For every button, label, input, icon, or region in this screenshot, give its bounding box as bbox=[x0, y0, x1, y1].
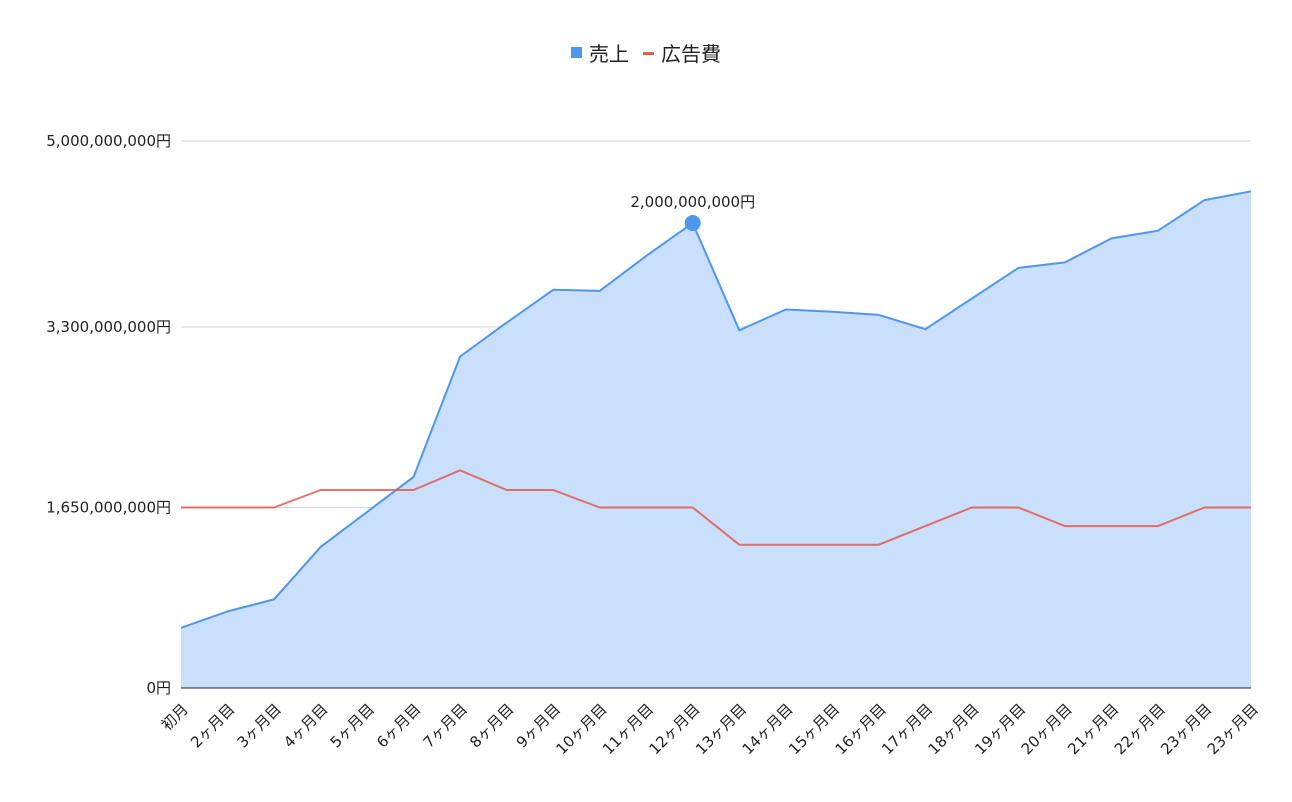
series-line-0 bbox=[180, 190, 1252, 629]
x-tick-label: 初月 bbox=[158, 700, 192, 734]
x-tick-label: 6ヶ月目 bbox=[373, 700, 424, 751]
series-area-0 bbox=[181, 191, 1251, 689]
legend-label: 広告費 bbox=[661, 42, 721, 66]
y-axis: 0円 1,650,000,000円 3,300,000,000円 5,000,000,… bbox=[46, 132, 171, 697]
y-tick-label: 3,300,000,000円 bbox=[46, 318, 171, 336]
y-tick-label: 0円 bbox=[146, 679, 171, 697]
series-line-1 bbox=[181, 469, 1251, 546]
legend-item-1: 広告費 bbox=[643, 42, 721, 66]
x-tick-label: 5ヶ月目 bbox=[327, 700, 378, 751]
x-tick-label: 8ヶ月目 bbox=[466, 700, 517, 751]
legend-label: 売上 bbox=[589, 42, 629, 66]
legend-item-0: 売上 bbox=[571, 42, 629, 66]
x-tick-label: 23ヶ月目 bbox=[1204, 700, 1262, 758]
x-tick-label: 7ヶ月目 bbox=[420, 700, 471, 751]
x-axis: 初月2ヶ月目3ヶ月目4ヶ月目5ヶ月目6ヶ月目7ヶ月目8ヶ月目9ヶ月目10ヶ月目1… bbox=[158, 687, 1262, 758]
legend-swatch bbox=[571, 47, 582, 58]
plot-area: 2,000,000,000円 bbox=[180, 190, 1252, 689]
data-label: 2,000,000,000円 bbox=[630, 193, 755, 211]
y-tick-label: 1,650,000,000円 bbox=[46, 498, 171, 516]
x-tick-label: 3ヶ月目 bbox=[234, 700, 285, 751]
x-tick-label: 4ヶ月目 bbox=[280, 700, 331, 751]
legend-swatch bbox=[643, 52, 654, 55]
y-tick-label: 5,000,000,000円 bbox=[46, 132, 171, 150]
x-tick-label: 2ヶ月目 bbox=[187, 700, 238, 751]
highlight-point[interactable] bbox=[684, 215, 701, 232]
legend: 売上 広告費 bbox=[571, 42, 721, 66]
